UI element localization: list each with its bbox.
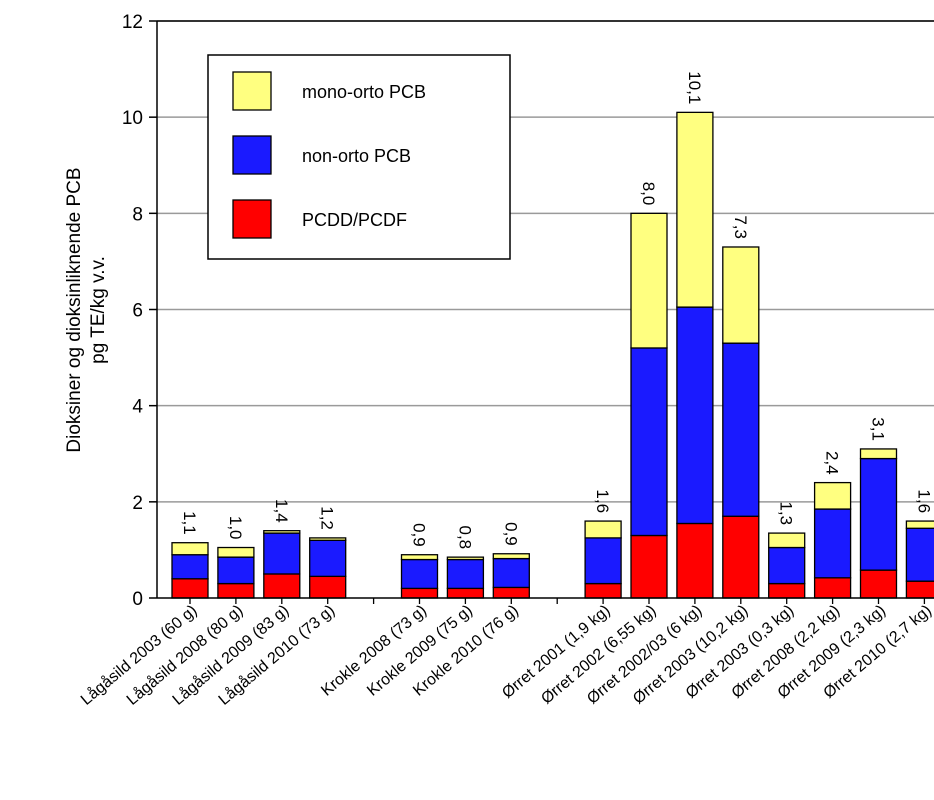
bar-segment	[492, 553, 530, 560]
bar-segment	[859, 457, 898, 571]
bar-segment	[309, 575, 347, 599]
bar-segment	[768, 582, 806, 599]
bar-segment	[217, 546, 255, 558]
bar-segment	[446, 587, 485, 599]
bar-total-label: 0,9	[410, 523, 429, 547]
y-axis-label-line1: Dioksiner og dioksinliknende PCB	[64, 167, 85, 452]
bar-segment	[217, 582, 255, 599]
bar-segment	[630, 534, 668, 599]
bar-segment	[768, 532, 806, 549]
y-tick-label: 12	[122, 12, 143, 33]
bar-total-label: 1,4	[272, 499, 291, 523]
bar-total-label: 1,6	[593, 489, 612, 513]
y-tick-label: 10	[122, 108, 143, 129]
bar-segment	[905, 580, 934, 599]
bar-segment	[630, 347, 668, 537]
y-tick-label: 8	[132, 204, 143, 225]
y-axis-label-line2: pg TE/kg v.v.	[88, 256, 109, 364]
bar-total-label: 1,3	[777, 501, 796, 525]
bar-segment	[722, 246, 760, 344]
bar-segment	[400, 558, 439, 590]
bar-total-label: 0,9	[501, 522, 520, 546]
bar-total-label: 1,0	[226, 516, 245, 540]
bar-segment	[309, 539, 347, 578]
bar-segment	[584, 537, 622, 585]
bar-segment	[171, 542, 209, 556]
bar-segment	[217, 556, 255, 585]
bar-segment	[676, 306, 714, 525]
bar-segment	[676, 111, 714, 308]
bar-segment	[492, 586, 530, 599]
bar-total-label: 1,1	[180, 511, 199, 535]
bar-segment	[905, 520, 934, 529]
bar-segment	[492, 557, 530, 589]
legend-swatch	[232, 71, 272, 111]
bar-segment	[263, 573, 301, 599]
bar-segment	[171, 554, 209, 580]
bar-segment	[813, 481, 852, 510]
legend-label: PCDD/PCDF	[302, 210, 407, 230]
bar-total-label: 1,6	[914, 489, 933, 513]
bar-segment	[400, 587, 439, 599]
legend-swatch	[232, 135, 272, 175]
legend-label: mono-orto PCB	[302, 82, 426, 102]
bar-total-label: 0,8	[455, 525, 474, 549]
legend-label: non-orto PCB	[302, 146, 411, 166]
legend-swatch	[232, 199, 272, 239]
bar-segment	[768, 546, 806, 585]
y-tick-label: 2	[132, 493, 143, 514]
bars	[171, 111, 934, 599]
bar-segment	[584, 520, 622, 539]
bar-segment	[859, 448, 898, 460]
bar-segment	[676, 522, 714, 599]
bar-segment	[813, 577, 852, 599]
axes	[149, 20, 934, 604]
bar-segment	[263, 530, 301, 534]
bar-segment	[584, 582, 622, 599]
y-tick-label: 4	[132, 397, 143, 418]
bar-segment	[905, 527, 934, 582]
bar-total-label: 8,0	[639, 182, 658, 206]
bar-total-label: 1,2	[318, 506, 337, 530]
bar-segment	[630, 212, 668, 349]
bar-total-label: 10,1	[685, 71, 704, 104]
bar-total-label: 2,4	[823, 451, 842, 475]
bar-total-label: 3,1	[869, 417, 888, 441]
bar-total-label: 7,3	[731, 215, 750, 239]
bar-segment	[171, 578, 209, 599]
bar-segment	[722, 342, 760, 517]
bar-segment	[400, 554, 439, 561]
bar-segment	[309, 537, 347, 541]
y-tick-label: 0	[132, 589, 143, 610]
bar-segment	[446, 556, 485, 561]
bar-segment	[859, 569, 898, 599]
bar-segment	[263, 532, 301, 575]
bar-segment	[813, 508, 852, 579]
bar-segment	[722, 515, 760, 599]
y-tick-label: 6	[132, 301, 143, 322]
bar-segment	[446, 558, 485, 590]
legend: mono-orto PCB non-orto PCB PCDD/PCDF	[207, 54, 511, 260]
